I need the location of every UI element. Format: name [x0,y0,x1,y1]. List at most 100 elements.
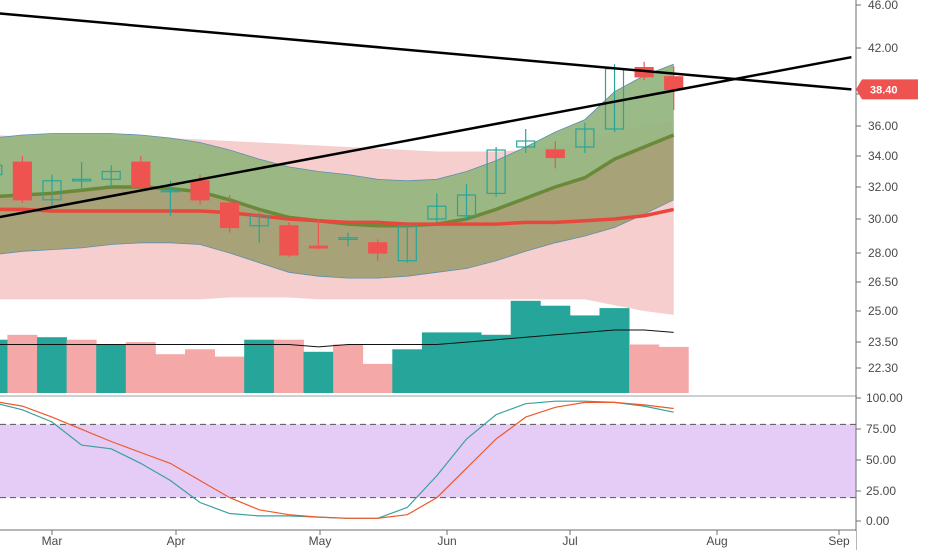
osc-y-tick-label: 0.00 [866,514,890,528]
volume-bar [421,332,452,393]
x-tick-label: Jul [562,534,577,548]
osc-y-tick-label: 50.00 [866,453,896,467]
y-tick-label: 22.30 [868,361,898,375]
volume-bar [155,354,186,393]
volume-bar [362,363,393,393]
candle [516,129,536,153]
osc-y-tick-label: 75.00 [866,422,896,436]
candle [338,232,358,247]
volume-bar [244,339,275,393]
candle-body [190,180,210,201]
candle-body [101,170,121,180]
candle-body [516,140,536,148]
candle [486,147,506,197]
volume-bar [569,315,600,393]
x-tick-label: Aug [706,534,727,548]
candle [220,195,240,233]
volume-bar [510,300,541,393]
x-tick-label: Sep [828,534,850,548]
oscillator-band [0,424,856,498]
y-tick-label: 25.00 [868,304,898,318]
candle-body [427,205,447,220]
moving-average-line-2 [0,207,675,226]
volume-bar [540,305,571,393]
volume-bar [481,334,512,393]
y-tick-label: 23.50 [868,335,898,349]
candle [249,212,269,243]
volume-bar [658,346,689,393]
x-tick-label: Jun [437,534,456,548]
candle-body [42,180,62,201]
y-tick-label: 46.00 [868,0,898,12]
volume-bar [125,342,156,393]
candle [279,222,299,257]
candle-body [71,178,92,182]
trendline-2[interactable] [0,55,852,232]
last-price-value: 38.40 [870,84,898,96]
candle-body [397,225,417,262]
y-tick-label: 26.50 [868,275,898,289]
candle-body [338,237,358,240]
candle [545,141,565,169]
candle [397,225,417,263]
volume-average-line [0,329,674,348]
volume-bar [599,308,630,393]
candle [0,164,3,176]
volume-bar [7,334,38,393]
candle-body [368,242,388,254]
candle [456,183,477,219]
candle-body [279,225,299,256]
candle-body [131,161,151,188]
time-axis-area[interactable] [0,531,856,550]
last-price-label: 38.40 [856,79,918,100]
volume-bar [66,339,97,393]
candle-body [0,164,3,176]
candle-body [486,149,506,195]
candle-body [664,76,684,91]
candle [71,162,92,191]
osc-y-tick-label: 100.00 [866,391,903,405]
volume-bar [392,349,423,393]
volume-bar [96,344,127,393]
x-tick-label: Apr [167,534,186,548]
osc-y-tick-label: 25.00 [866,484,896,498]
candle-body [12,161,32,201]
last-price-tag [856,79,918,100]
candle-body [575,128,595,148]
candle [308,219,329,250]
x-tick-label: May [309,534,332,548]
x-tick-label: Mar [42,534,63,548]
y-tick-label: 36.00 [868,119,898,133]
volume-bar [37,337,67,393]
oscillator-line-2 [0,401,674,519]
candle-body [160,189,180,193]
candle [101,165,121,187]
candle [427,193,447,223]
volume-bar [273,339,304,393]
y-tick-label: 32.00 [868,180,898,194]
candle [12,156,32,203]
volume-bar [185,349,215,393]
band-lower-line [0,199,674,279]
candle-body [308,245,329,249]
candle [131,156,151,192]
y-tick-label: 42.00 [868,41,898,55]
candle-body [249,215,269,227]
band-upper-line [0,63,674,182]
candle-body [220,202,240,229]
volume-bar [303,351,334,393]
candle-body [456,194,477,217]
y-tick-label: 34.00 [868,149,898,163]
trendline-1[interactable] [0,6,852,91]
candle [42,174,62,207]
candle [575,122,595,153]
volume-bar [629,344,660,393]
y-tick-label: 30.00 [868,212,898,226]
y-tick-label: 28.00 [868,246,898,260]
volume-bar [333,344,364,393]
candle [368,239,388,261]
candle [160,180,180,216]
candle-body [545,149,565,159]
